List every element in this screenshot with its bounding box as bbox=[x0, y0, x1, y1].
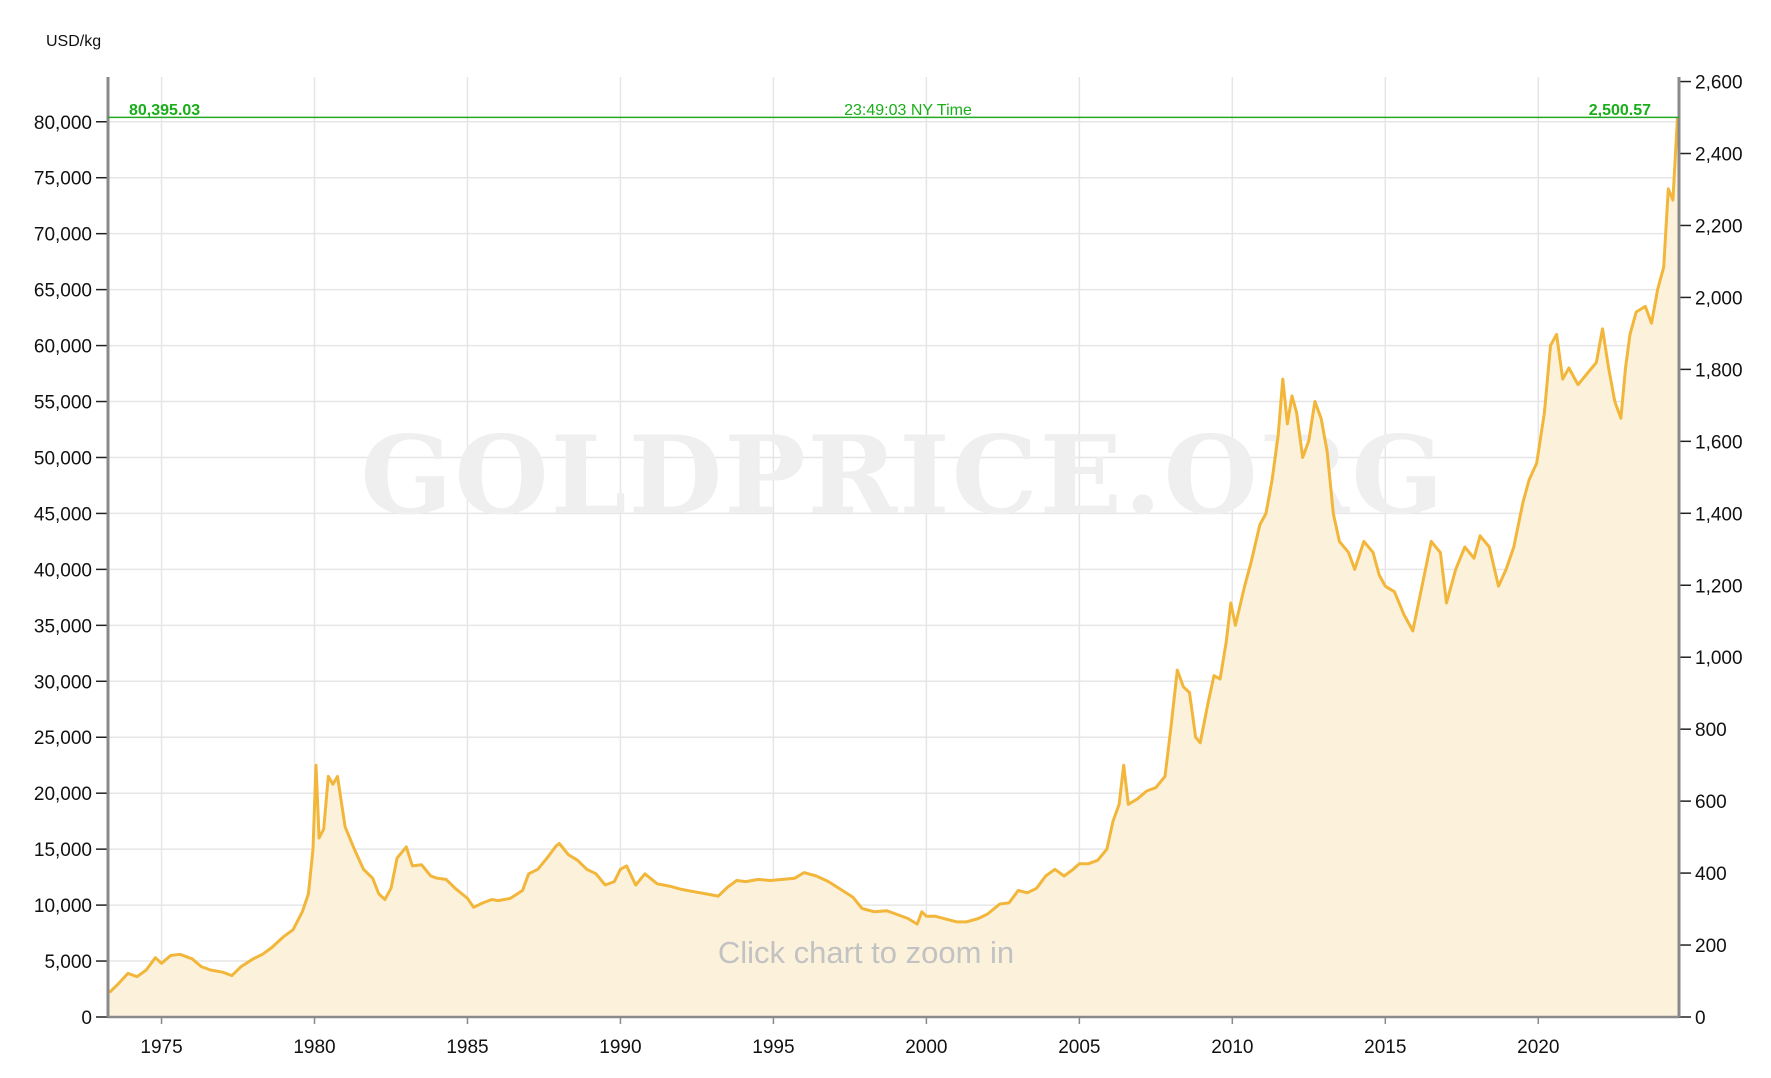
x-tick-label: 2005 bbox=[1058, 1037, 1100, 1058]
current-price-right-label: 2,500.57 bbox=[1589, 102, 1651, 119]
y-tick-label-left: 45,000 bbox=[34, 504, 92, 525]
price-series-line bbox=[108, 117, 1679, 994]
y-tick-label-left: 55,000 bbox=[34, 393, 92, 414]
y-tick-label-left: 20,000 bbox=[34, 784, 92, 805]
y-tick-label-right: 1,400 bbox=[1695, 504, 1743, 525]
y-tick-label-right: 400 bbox=[1695, 864, 1727, 885]
current-price-left-label: 80,395.03 bbox=[129, 102, 200, 119]
y-tick-label-left: 65,000 bbox=[34, 281, 92, 302]
x-axis: 1975 1980 1985 1990 1995 2000 2005 2010 2015 2020 bbox=[108, 1015, 1679, 1058]
y-tick-label-left: 40,000 bbox=[34, 560, 92, 581]
y-tick-label-left: 80,000 bbox=[34, 113, 92, 134]
x-tick-label: 2000 bbox=[905, 1037, 947, 1058]
y-tick-label-right: 1,600 bbox=[1695, 432, 1743, 453]
y-tick-label-left: 50,000 bbox=[34, 448, 92, 469]
x-tick-label: 2015 bbox=[1364, 1037, 1406, 1058]
x-tick-label: 2020 bbox=[1517, 1037, 1559, 1058]
current-time-label: 23:49:03 NY Time bbox=[844, 102, 972, 119]
y-tick-label-right: 2,400 bbox=[1695, 145, 1743, 166]
y-tick-label-right: 800 bbox=[1695, 720, 1727, 741]
x-tick-label: 1990 bbox=[599, 1037, 641, 1058]
y-tick-label-left: 10,000 bbox=[34, 896, 92, 917]
x-tick-label: 1980 bbox=[293, 1037, 335, 1058]
y-tick-label-right: 2,000 bbox=[1695, 288, 1743, 309]
y-tick-label-right: 1,200 bbox=[1695, 576, 1743, 597]
x-tick-label: 1975 bbox=[140, 1037, 182, 1058]
y-tick-label-right: 1,000 bbox=[1695, 648, 1743, 669]
y-tick-label-right: 1,800 bbox=[1695, 360, 1743, 381]
x-tick-label: 1995 bbox=[752, 1037, 794, 1058]
y-tick-label-right: 200 bbox=[1695, 936, 1727, 957]
x-tick-label: 2010 bbox=[1211, 1037, 1253, 1058]
y-tick-label-left: 35,000 bbox=[34, 616, 92, 637]
y-tick-label-right: 2,200 bbox=[1695, 216, 1743, 237]
y-tick-label-left: 25,000 bbox=[34, 728, 92, 749]
y-tick-label-right: 600 bbox=[1695, 792, 1727, 813]
x-tick-label: 1985 bbox=[446, 1037, 488, 1058]
y-tick-label-left: 75,000 bbox=[34, 169, 92, 190]
y-tick-label-left: 60,000 bbox=[34, 337, 92, 358]
y-tick-label-left: 30,000 bbox=[34, 672, 92, 693]
price-area-fill bbox=[109, 117, 1678, 1018]
y-tick-label-left: 15,000 bbox=[34, 840, 92, 861]
y-tick-label-right: 0 bbox=[1695, 1008, 1706, 1029]
y-axis-right: 0 200 400 600 800 1,000 1,200 1,400 1,600 1,800 2,… bbox=[1677, 73, 1743, 1029]
y-tick-label-left: 70,000 bbox=[34, 225, 92, 246]
unit-label: USD/kg bbox=[46, 33, 101, 50]
y-axis-left: 0 5,000 10,000 15,000 20,000 25,000 30,000 35,0… bbox=[34, 77, 110, 1029]
zoom-hint[interactable]: Click chart to zoom in bbox=[718, 935, 1014, 970]
y-tick-label-right: 2,600 bbox=[1695, 73, 1743, 94]
y-tick-label-left: 5,000 bbox=[44, 952, 92, 973]
y-tick-label-left: 0 bbox=[81, 1008, 92, 1029]
